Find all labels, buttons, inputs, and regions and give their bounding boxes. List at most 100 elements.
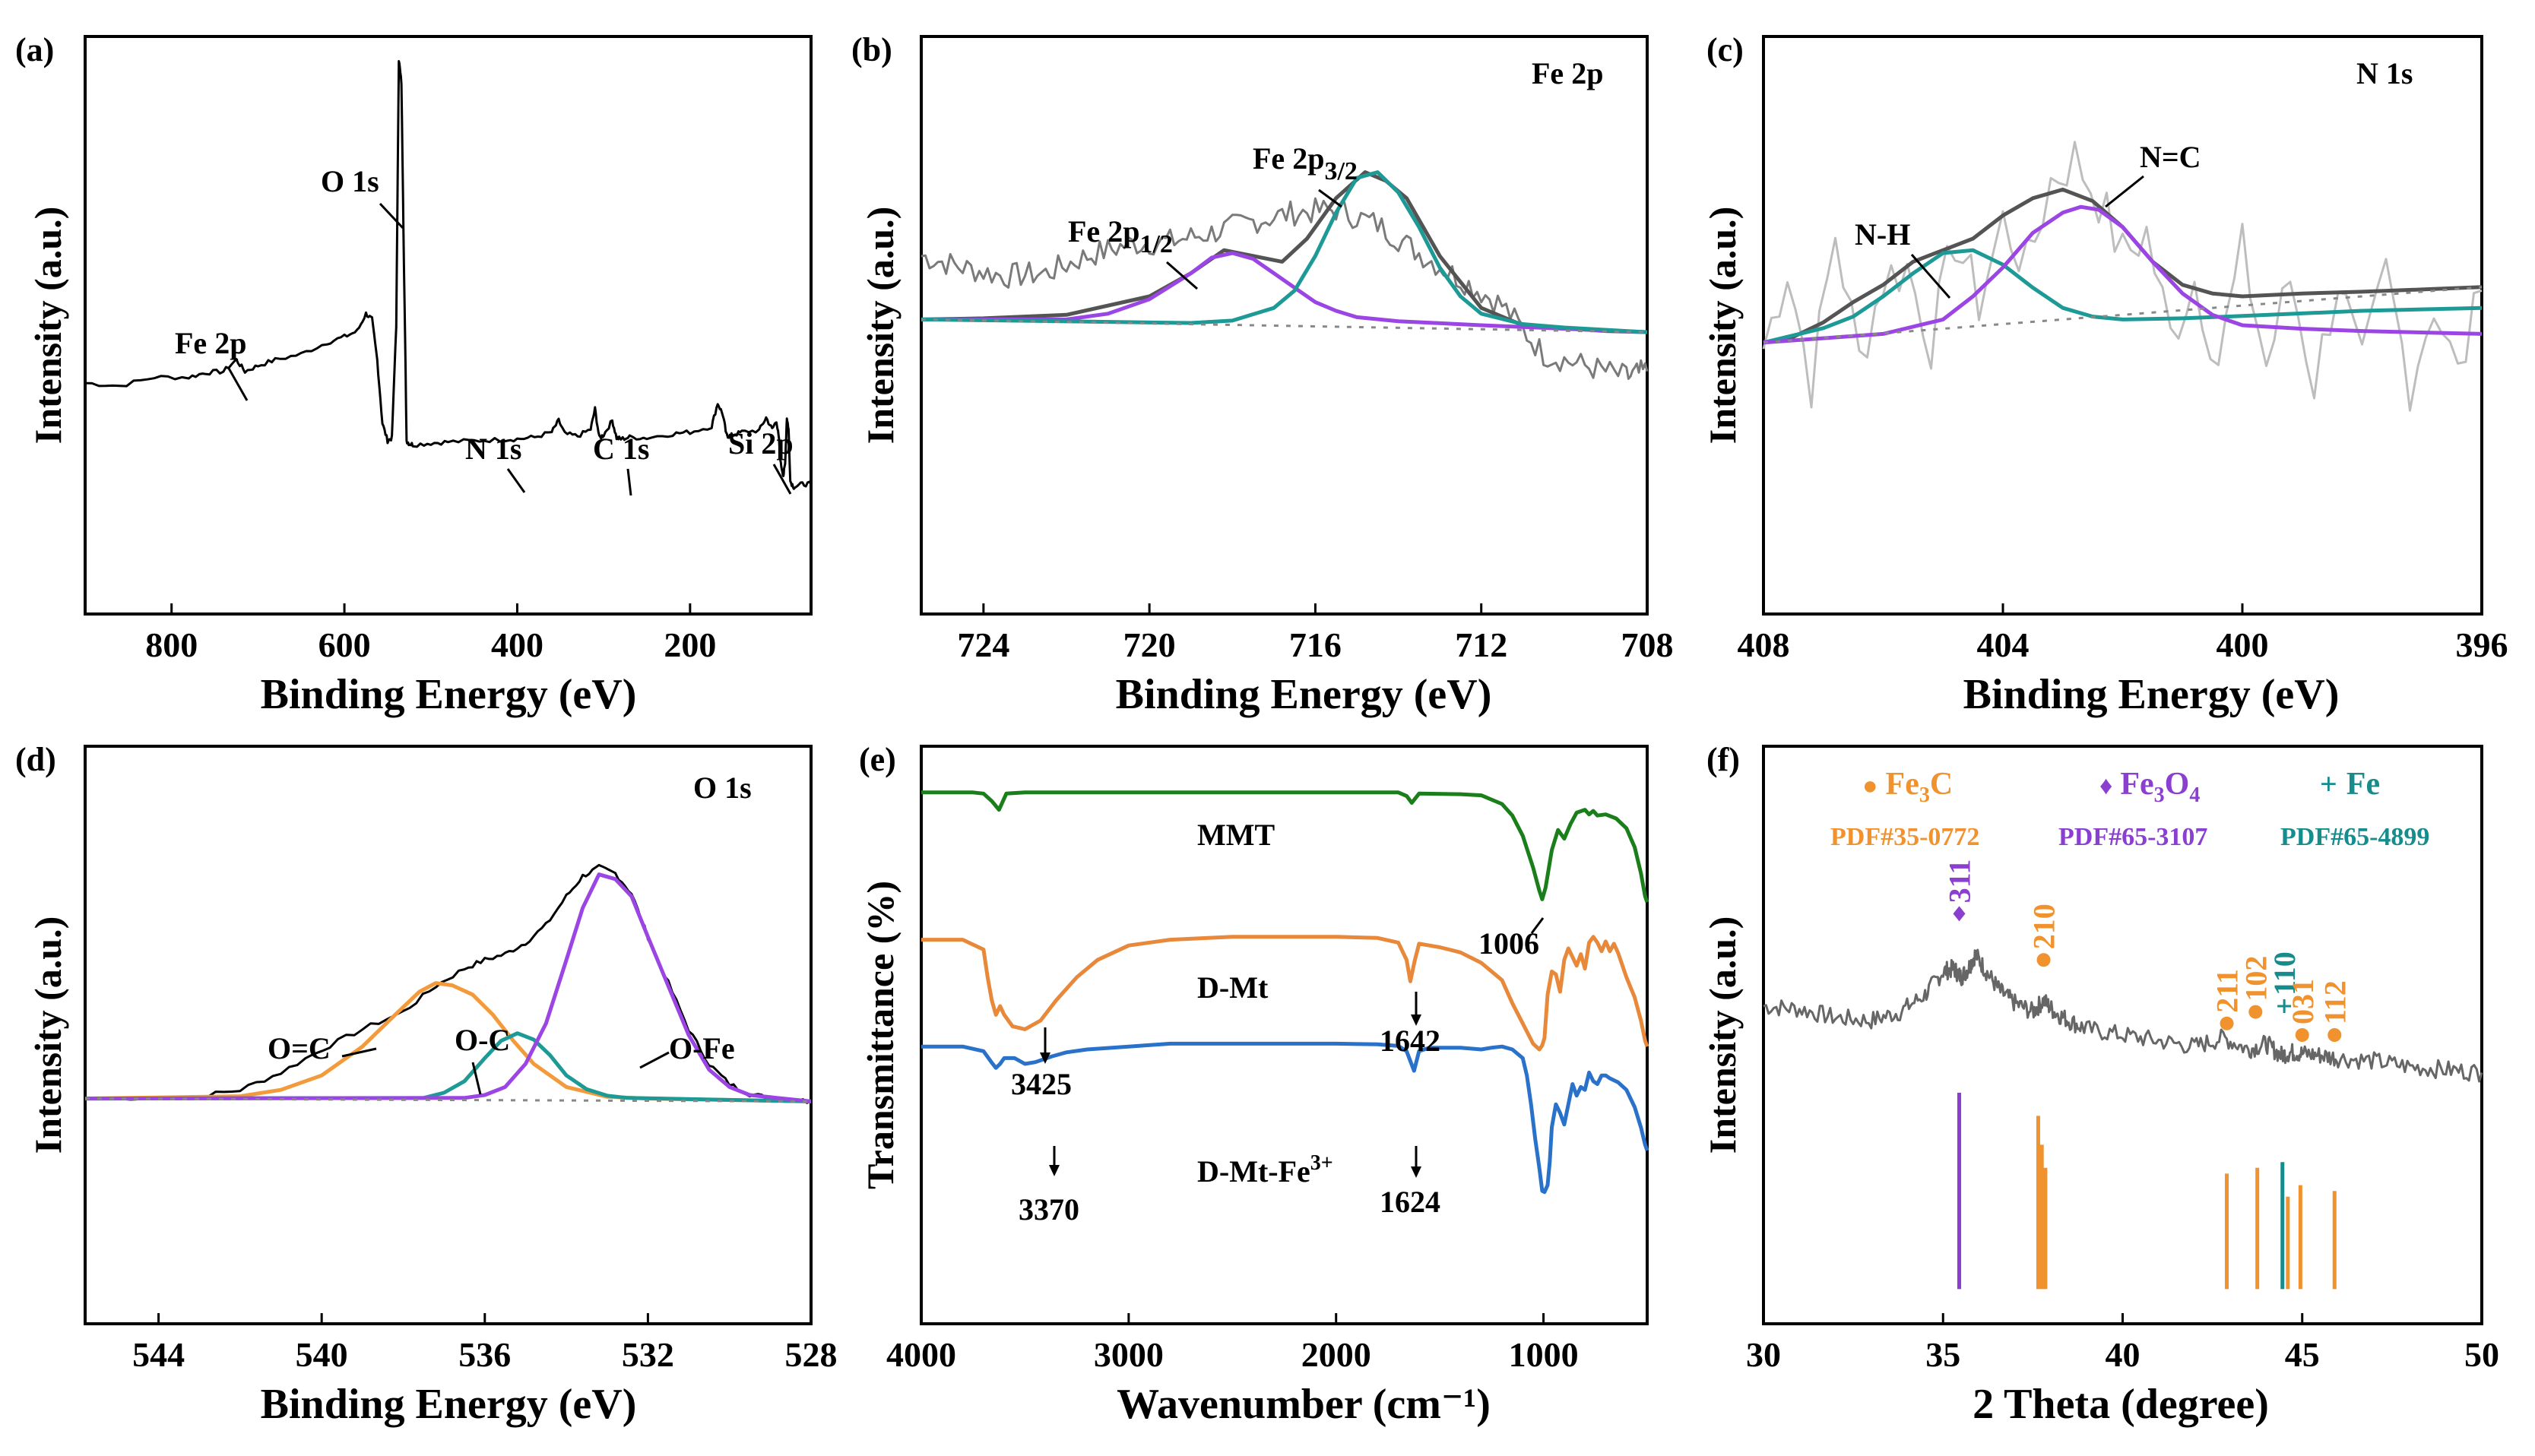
series-d-o-c bbox=[84, 981, 812, 1103]
arrow-ofe-d bbox=[639, 1051, 670, 1069]
x-tick-label-d-2: 536 bbox=[458, 1335, 511, 1374]
x-axis-label-e: Wavenumber (cm⁻¹) bbox=[1117, 1381, 1491, 1428]
x-tick-label-a-0: 800 bbox=[145, 625, 198, 664]
axes-e: 4000 3000 2000 1000 bbox=[886, 1313, 1579, 1374]
label-dmtfe-e: D-Mt-Fe3+ bbox=[1197, 1151, 1333, 1189]
x-axis-label-f: 2 Theta (degree) bbox=[1973, 1381, 2269, 1428]
series-d bbox=[84, 863, 812, 1104]
series-c-baseline bbox=[1763, 286, 2483, 344]
y-axis-label-b: Intensity (a.u.) bbox=[859, 207, 902, 445]
series-f-pattern bbox=[1763, 948, 2483, 1083]
annotation-oc-d: O-C bbox=[455, 1023, 510, 1057]
x-tick-label-c-0: 408 bbox=[1738, 625, 1790, 664]
series-c bbox=[1762, 141, 2483, 412]
chart-title-d: O 1s bbox=[693, 771, 752, 805]
label-mmt-e: MMT bbox=[1197, 818, 1275, 852]
peak-label-102: 102 bbox=[2239, 956, 2273, 1002]
arrow-n1s-a bbox=[506, 468, 526, 493]
series-b bbox=[921, 170, 1649, 380]
series-b-fe-2p3-2 bbox=[921, 170, 1648, 334]
peak-marker-211 bbox=[2220, 1016, 2234, 1030]
x-tick-label-f-1: 35 bbox=[1925, 1335, 1960, 1374]
peak-marker-210 bbox=[2036, 953, 2051, 967]
plot-frame-e bbox=[920, 745, 1649, 1325]
x-tick-label-c-3: 396 bbox=[2456, 625, 2508, 664]
y-axis-label-a: Intensity (a.u.) bbox=[27, 207, 69, 445]
axes-c: 408 404 400 396 bbox=[1738, 603, 2508, 664]
annotation-ofe-d: O-Fe bbox=[669, 1031, 735, 1065]
arrow-fe2p12-b bbox=[1166, 261, 1198, 290]
peak-label-210: 210 bbox=[2027, 904, 2061, 949]
annotation-n1s-a: N 1s bbox=[465, 432, 521, 466]
annotation-oc-double-d: O=C bbox=[268, 1031, 331, 1065]
label-dmt-e: D-Mt bbox=[1197, 970, 1269, 1005]
peak-arrow-1624-e bbox=[1411, 1146, 1421, 1178]
x-tick-label-a-2: 400 bbox=[491, 625, 543, 664]
legend-fe: + Fe bbox=[2320, 767, 2380, 802]
peak-label-311: 311 bbox=[1943, 859, 1977, 904]
legend-fe3o4: ♦ Fe3O4 bbox=[2099, 767, 2200, 807]
chart-title-b: Fe 2p bbox=[1532, 56, 1603, 90]
plot-frame-c bbox=[1762, 35, 2483, 616]
arrow-c1s-a bbox=[626, 468, 632, 496]
annotation-fe2p12-b: Fe 2p1/2 bbox=[1068, 214, 1173, 258]
panel-a: 800 600 400 200 (a) Binding Energy (eV) Int… bbox=[15, 31, 813, 718]
peak-label-211: 211 bbox=[2210, 969, 2245, 1013]
x-axis-label-d: Binding Energy (eV) bbox=[261, 1381, 637, 1428]
annotation-nc-c: N=C bbox=[2140, 140, 2201, 174]
peak-arrow-1006-e bbox=[1530, 917, 1545, 934]
legend-fe3c: ● Fe3C bbox=[1862, 767, 1953, 807]
annotation-fe2p-a: Fe 2p bbox=[175, 326, 246, 360]
label-dmtfe-sup: 3+ bbox=[1310, 1151, 1333, 1175]
panel-b: 724 720 716 712 708 (b) Fe 2p Binding Energy… bbox=[851, 31, 1674, 718]
legend-fe-pdf: PDF#65-4899 bbox=[2280, 823, 2429, 851]
plot-frame-d bbox=[84, 745, 813, 1325]
arrow-fe2p32-b bbox=[1318, 188, 1342, 208]
axes-a: 800 600 400 200 bbox=[145, 603, 716, 664]
arrow-oc-d bbox=[471, 1062, 482, 1095]
peak-arrow-3425-e bbox=[1040, 1027, 1050, 1064]
panel-label-c: (c) bbox=[1706, 31, 1744, 68]
x-axis-label-a: Binding Energy (eV) bbox=[261, 671, 637, 718]
annotation-fe2p32-b: Fe 2p3/2 bbox=[1253, 141, 1358, 185]
series-e-d-mt bbox=[921, 935, 1649, 1052]
peak-marker-311 bbox=[1953, 906, 1966, 922]
x-axis-label-c: Binding Energy (eV) bbox=[1963, 671, 2340, 718]
x-tick-label-e-3: 1000 bbox=[1509, 1335, 1579, 1374]
series-c-n-h bbox=[1763, 248, 2483, 345]
x-tick-label-e-2: 2000 bbox=[1301, 1335, 1371, 1374]
legend-fe3c-pdf: PDF#35-0772 bbox=[1830, 823, 1979, 851]
axes-d: 544 540 536 532 528 bbox=[132, 1313, 838, 1374]
series-d-raw bbox=[84, 863, 812, 1104]
x-tick-label-e-1: 3000 bbox=[1094, 1335, 1164, 1374]
peak-label-112: 112 bbox=[2318, 980, 2352, 1024]
x-tick-label-c-1: 404 bbox=[1977, 625, 2030, 664]
peak-label-110: 110 bbox=[2267, 951, 2302, 995]
panel-label-a: (a) bbox=[15, 31, 54, 68]
arrow-oc-double-d bbox=[341, 1047, 377, 1058]
series-d-o-c bbox=[84, 1031, 812, 1103]
x-tick-label-a-3: 200 bbox=[664, 625, 716, 664]
label-dmtfe-base: D-Mt-Fe bbox=[1197, 1154, 1310, 1189]
series-a-survey bbox=[84, 60, 813, 490]
y-axis-label-d: Intensity (a.u.) bbox=[27, 916, 69, 1154]
series-e-mmt bbox=[921, 790, 1649, 904]
peak-label-1642-e: 1642 bbox=[1380, 1024, 1440, 1058]
series-b-fe-2p1-2 bbox=[921, 251, 1648, 334]
peak-label-031: 031 bbox=[2286, 979, 2320, 1024]
annotation-o1s-a: O 1s bbox=[321, 164, 379, 198]
series-b-raw bbox=[921, 197, 1649, 380]
annotation-c1s-a: C 1s bbox=[593, 432, 649, 466]
peak-marker-031 bbox=[2295, 1028, 2309, 1042]
panel-label-b: (b) bbox=[851, 31, 892, 68]
series-c-n-c bbox=[1763, 204, 2483, 345]
y-axis-label-f: Intensity (a.u.) bbox=[1701, 916, 1744, 1154]
series-d-o-fe bbox=[84, 872, 812, 1103]
x-tick-label-b-4: 708 bbox=[1621, 625, 1674, 664]
y-axis-label-c: Intensity (a.u.) bbox=[1701, 207, 1744, 445]
x-tick-label-d-3: 532 bbox=[622, 1335, 674, 1374]
panel-label-f: (f) bbox=[1706, 741, 1740, 778]
panel-label-d: (d) bbox=[15, 741, 56, 778]
legend-fe3o4-pdf: PDF#65-3107 bbox=[2058, 823, 2207, 851]
